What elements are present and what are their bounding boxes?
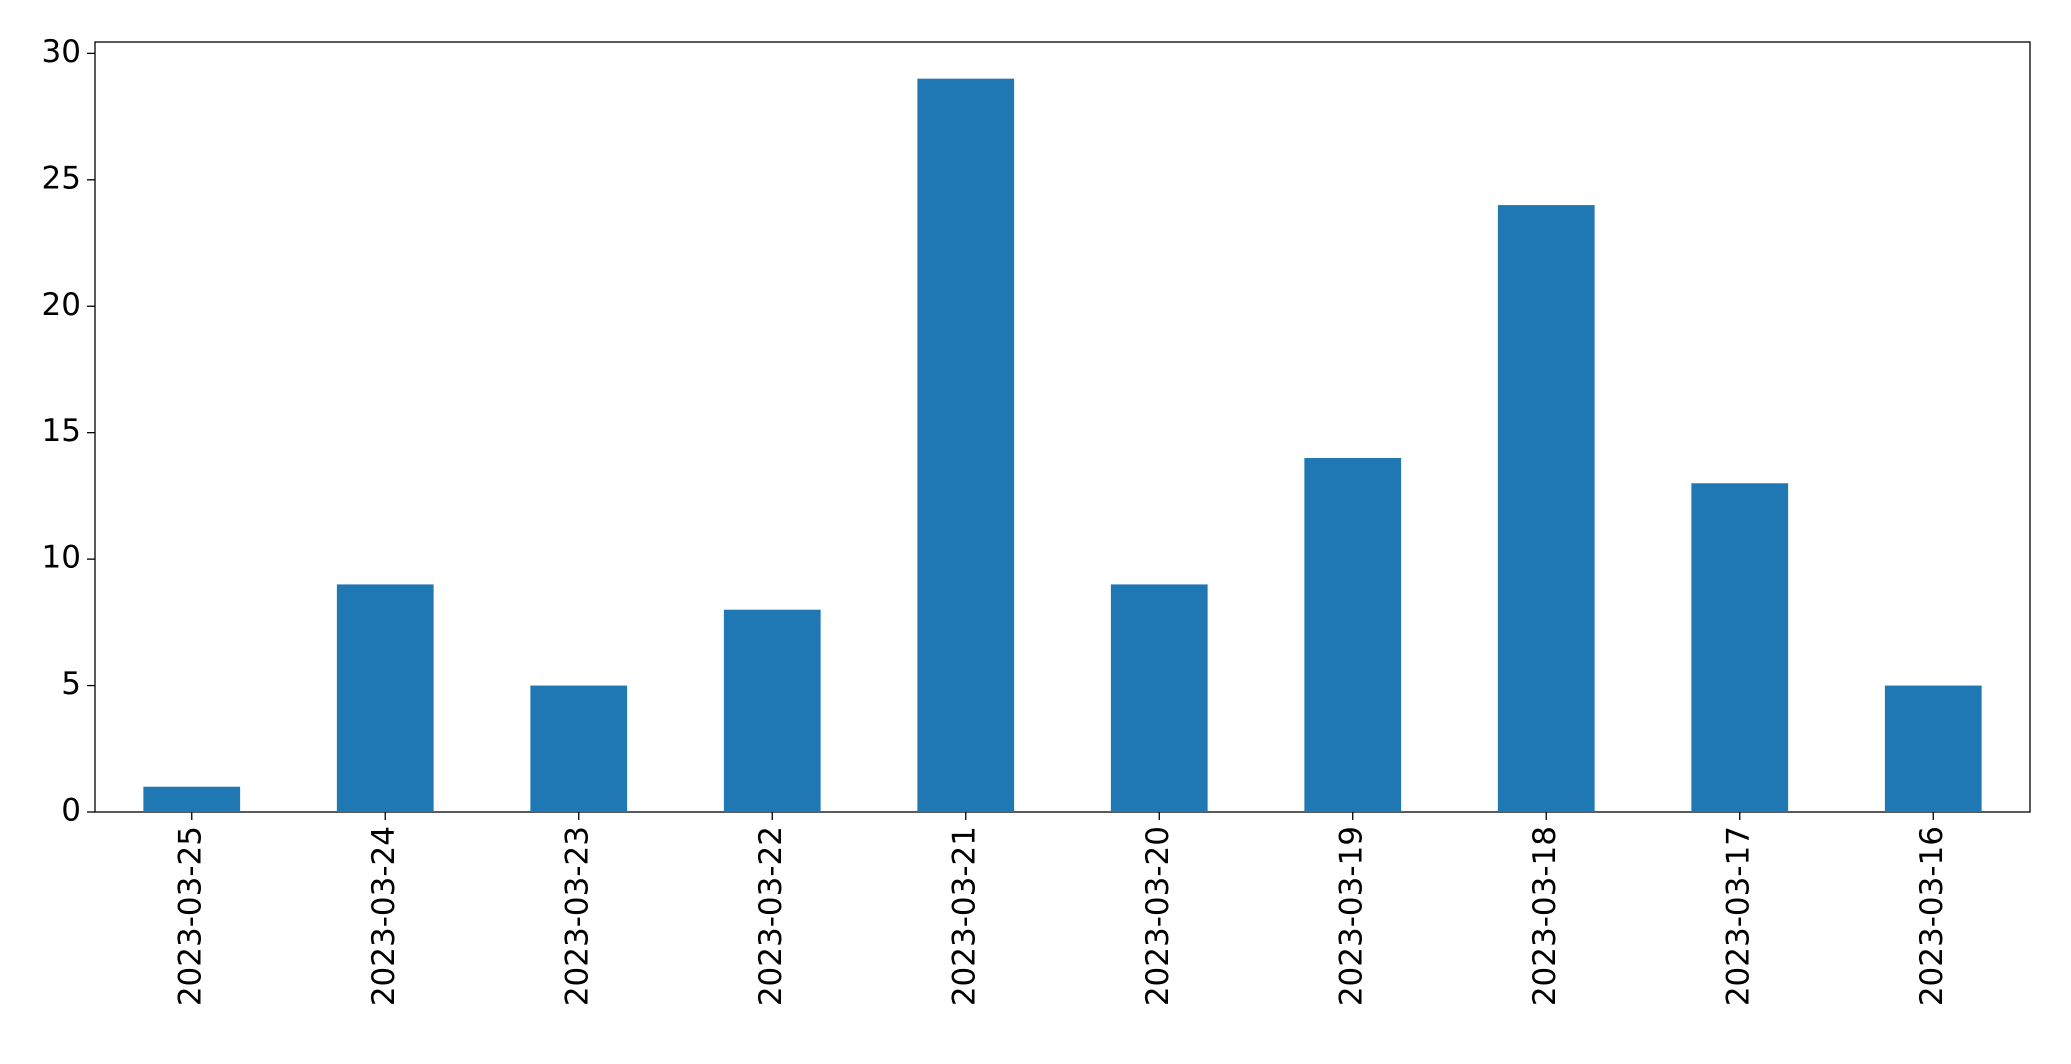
bar: [336, 584, 434, 812]
bar: [143, 786, 241, 812]
bar: [530, 685, 628, 812]
x-tick-label: 2023-03-23: [559, 826, 595, 1006]
x-tick-label: 2023-03-18: [1527, 826, 1563, 1006]
plot-frame: [94, 41, 2031, 813]
x-tick-label: 2023-03-22: [753, 826, 789, 1006]
bar: [917, 78, 1015, 812]
y-tick-label: 15: [42, 413, 81, 449]
x-tick-label: 2023-03-19: [1333, 826, 1369, 1006]
y-tick-label: 25: [42, 160, 81, 196]
x-tick-label: 2023-03-25: [172, 826, 208, 1006]
y-tick-label: 30: [42, 34, 81, 70]
y-tick-label: 20: [42, 287, 81, 323]
bar: [1497, 205, 1595, 812]
y-tick-label: 10: [42, 540, 81, 576]
x-tick-label: 2023-03-24: [366, 826, 402, 1006]
x-tick-label: 2023-03-16: [1914, 826, 1950, 1006]
x-tick-label: 2023-03-21: [946, 826, 982, 1006]
bar: [723, 609, 821, 812]
y-tick-label: 0: [61, 793, 81, 829]
x-tick-label: 2023-03-20: [1140, 826, 1176, 1006]
bar: [1691, 483, 1789, 812]
x-tick-label: 2023-03-17: [1720, 826, 1756, 1006]
bar: [1884, 685, 1982, 812]
bar: [1110, 584, 1208, 812]
bar: [1304, 457, 1402, 812]
y-tick-label: 5: [61, 666, 81, 702]
